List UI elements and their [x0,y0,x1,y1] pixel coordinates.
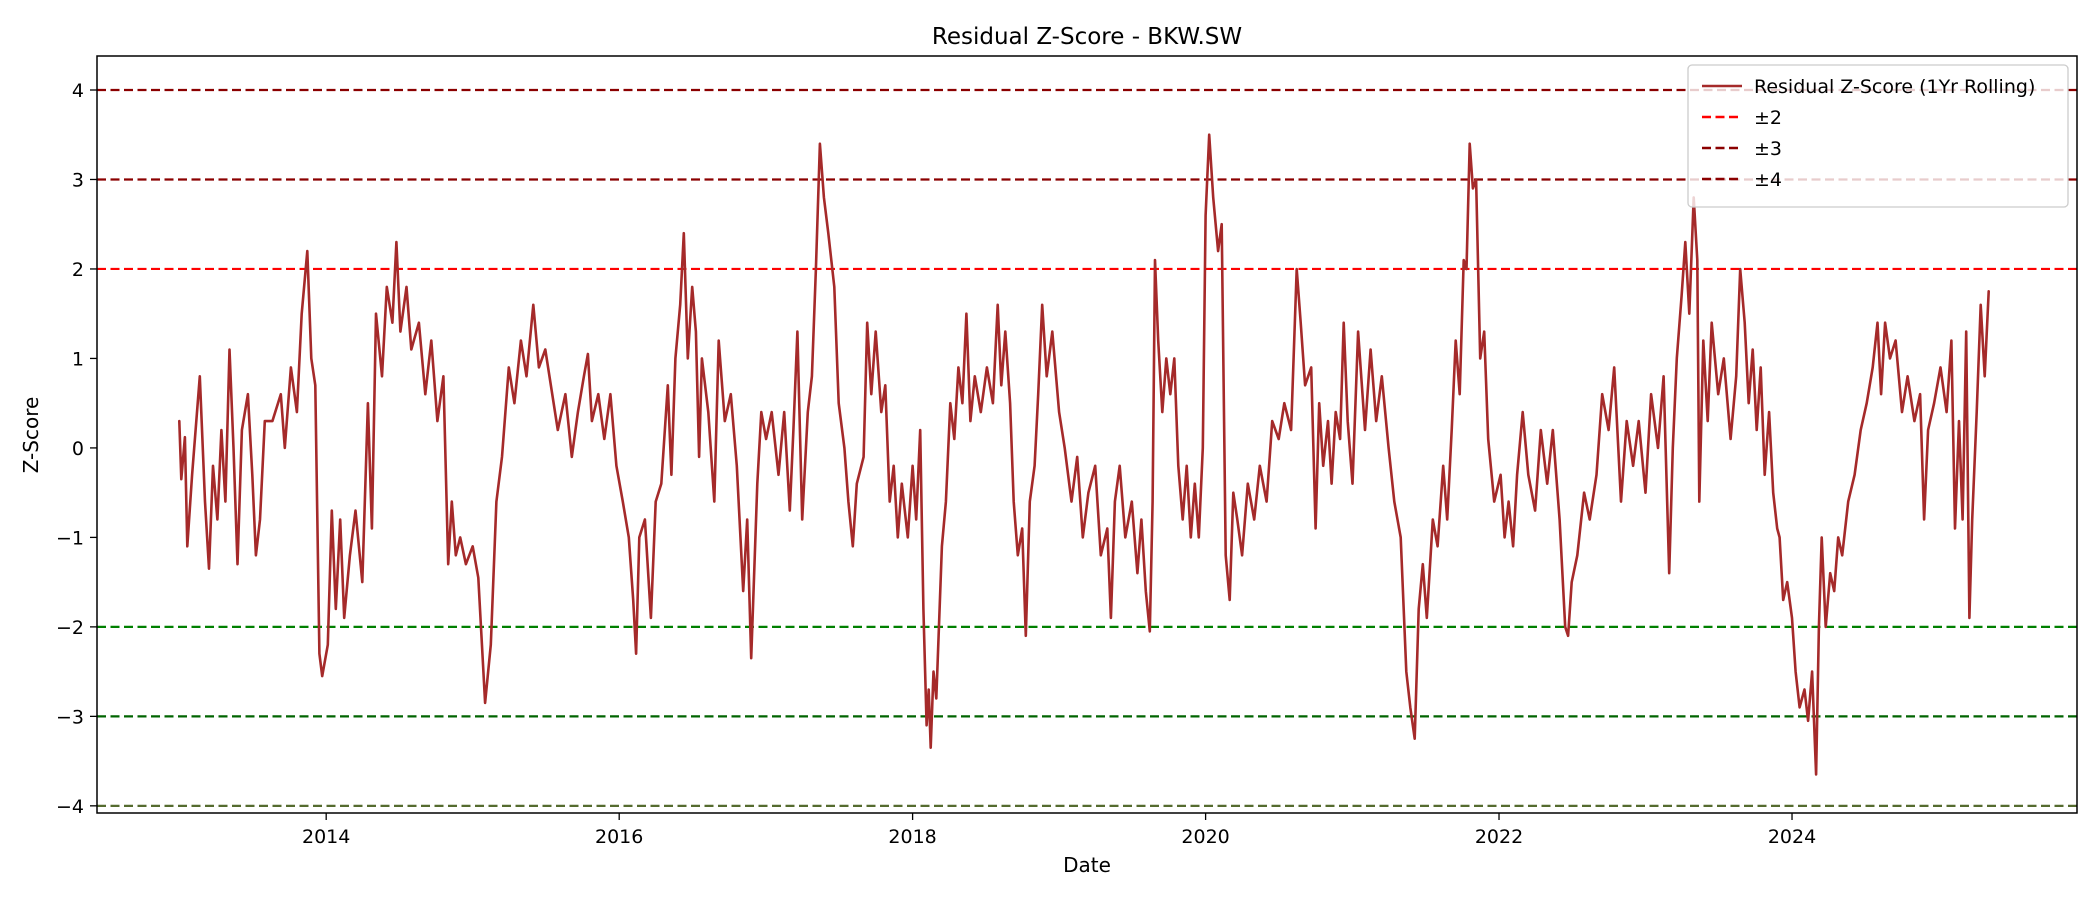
legend-label: ±4 [1754,169,1782,191]
chart-title: Residual Z-Score - BKW.SW [932,24,1242,50]
y-tick-label: −1 [56,527,84,549]
x-tick-label: 2016 [595,826,643,848]
reference-lines [97,88,2077,807]
series-lines [178,133,1990,776]
x-axis-label: Date [1063,853,1111,877]
x-tick-label: 2018 [888,826,936,848]
y-tick-label: −3 [56,706,84,728]
y-tick-label: 2 [72,259,84,281]
y-axis: 4 3 2 1 0 −1 −2 −3 −4 [56,80,97,818]
legend-label: Residual Z-Score (1Yr Rolling) [1754,76,2035,98]
plot-frame [96,55,2078,814]
y-tick-label: 1 [72,348,84,370]
x-tick-label: 2022 [1475,826,1523,848]
y-tick-label: −2 [56,617,84,639]
x-axis: 2014 2016 2018 2020 2022 2024 [302,813,1816,848]
x-tick-label: 2024 [1768,826,1816,848]
legend-label: ±3 [1754,138,1782,160]
y-tick-label: 4 [72,80,84,102]
series-line-residual-zscore [178,133,1990,776]
y-tick-label: 0 [72,438,84,460]
y-tick-label: 3 [72,169,84,191]
legend: Residual Z-Score (1Yr Rolling) ±2 ±3 ±4 [1687,64,2069,208]
legend-label: ±2 [1754,107,1782,129]
y-tick-label: −4 [56,796,84,818]
x-tick-label: 2020 [1181,826,1229,848]
y-axis-label: Z-Score [19,397,43,474]
legend-box [1687,64,2069,208]
x-tick-label: 2014 [302,826,350,848]
